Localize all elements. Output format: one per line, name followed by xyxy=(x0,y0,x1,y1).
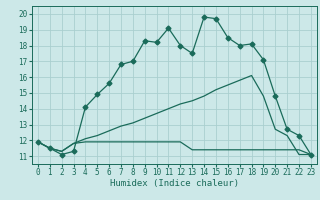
X-axis label: Humidex (Indice chaleur): Humidex (Indice chaleur) xyxy=(110,179,239,188)
